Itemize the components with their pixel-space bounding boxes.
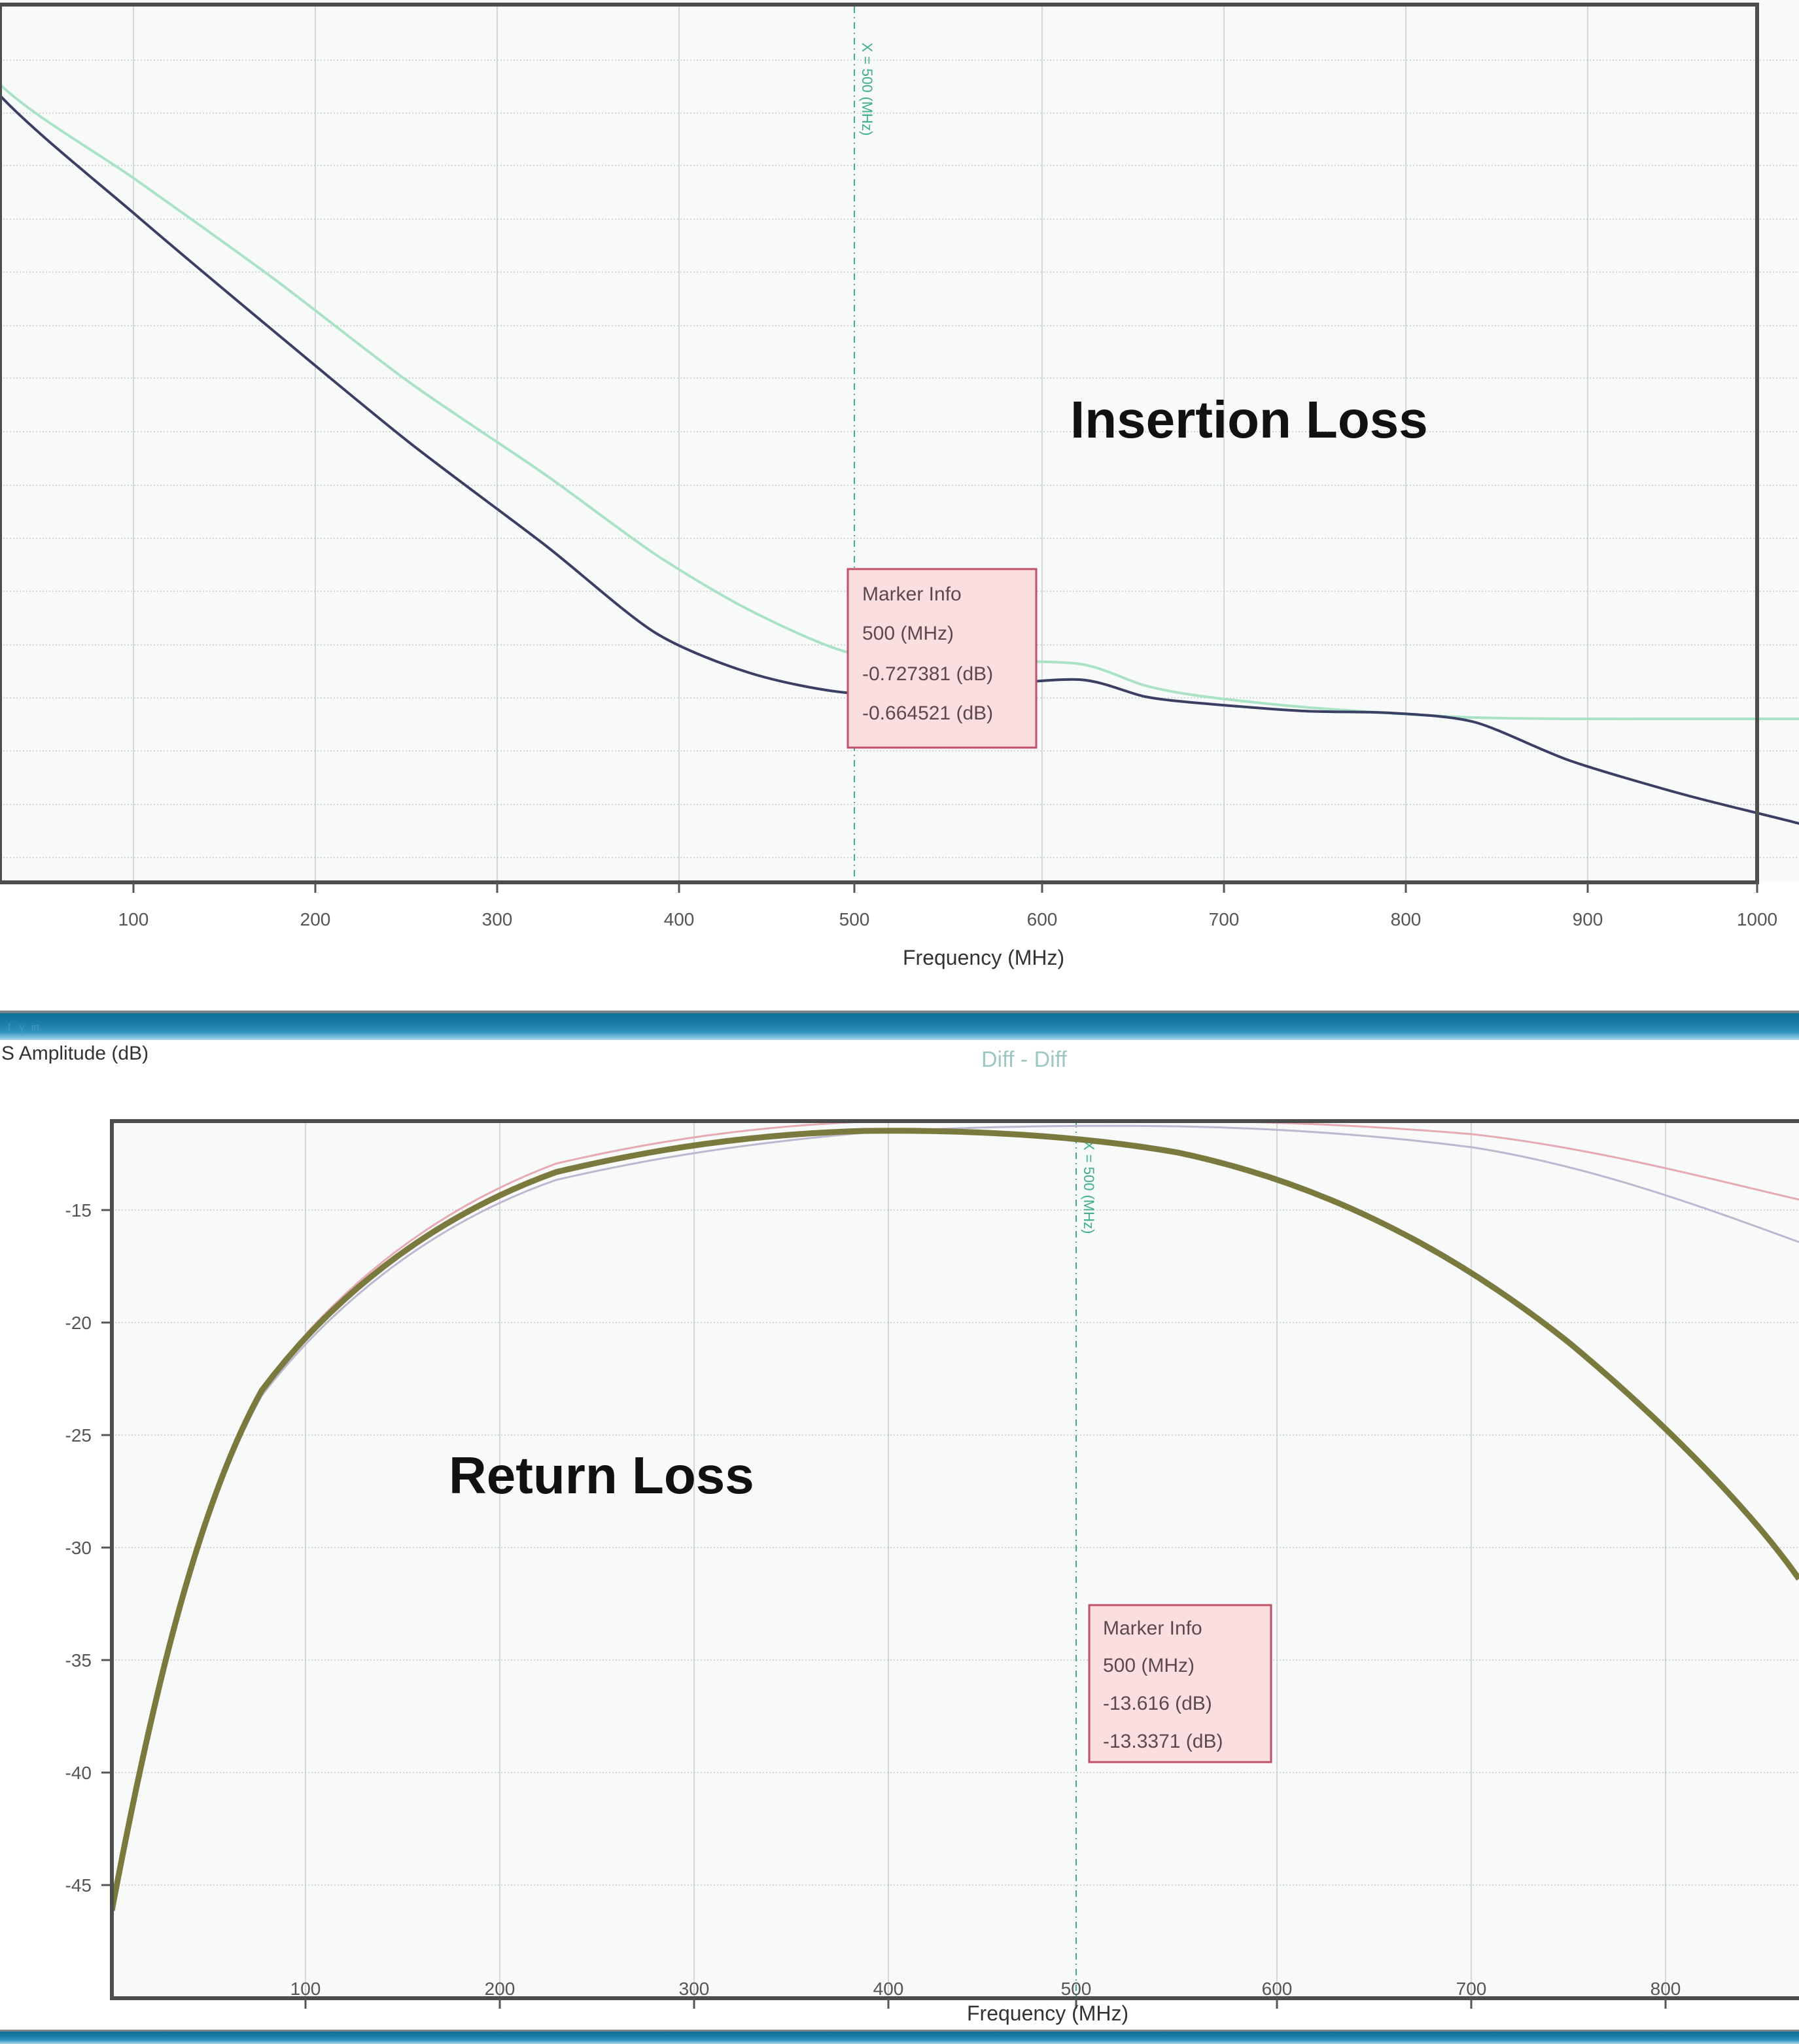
svg-text:500 (MHz): 500 (MHz) xyxy=(1103,1655,1195,1676)
svg-text:600: 600 xyxy=(1262,1979,1293,1999)
svg-text:-35: -35 xyxy=(65,1650,92,1671)
svg-text:-30: -30 xyxy=(65,1538,92,1558)
svg-text:Frequency (MHz): Frequency (MHz) xyxy=(967,2001,1128,2025)
svg-text:-45: -45 xyxy=(65,1875,92,1896)
svg-text:-40: -40 xyxy=(65,1763,92,1783)
svg-text:-0.727381 (dB): -0.727381 (dB) xyxy=(862,663,993,685)
svg-text:800: 800 xyxy=(1651,1979,1681,1999)
svg-text:500 (MHz): 500 (MHz) xyxy=(862,623,954,644)
svg-text:500: 500 xyxy=(1061,1979,1092,1999)
svg-text:400: 400 xyxy=(873,1979,904,1999)
svg-text:Frequency (MHz): Frequency (MHz) xyxy=(903,946,1064,969)
svg-text:300: 300 xyxy=(679,1979,710,1999)
svg-text:200: 200 xyxy=(300,909,331,929)
svg-text:800: 800 xyxy=(1391,909,1422,929)
svg-text:100: 100 xyxy=(118,909,149,929)
svg-text:in: in xyxy=(31,1022,39,1033)
svg-text:Marker Info: Marker Info xyxy=(862,583,962,605)
svg-text:S Amplitude (dB): S Amplitude (dB) xyxy=(1,1043,148,1064)
svg-text:-20: -20 xyxy=(65,1313,92,1333)
svg-text:700: 700 xyxy=(1456,1979,1487,1999)
svg-text:Marker Info: Marker Info xyxy=(1103,1618,1202,1639)
svg-text:-15: -15 xyxy=(65,1200,92,1221)
svg-text:300: 300 xyxy=(482,909,513,929)
svg-text:X = 500 (MHz): X = 500 (MHz) xyxy=(1081,1141,1097,1234)
svg-text:Diff - Diff: Diff - Diff xyxy=(981,1047,1068,1072)
svg-text:Insertion Loss: Insertion Loss xyxy=(1070,390,1428,449)
svg-text:600: 600 xyxy=(1027,909,1058,929)
svg-text:-25: -25 xyxy=(65,1425,92,1446)
svg-text:500: 500 xyxy=(839,909,870,929)
svg-text:-13.616 (dB): -13.616 (dB) xyxy=(1103,1693,1212,1714)
svg-text:Return Loss: Return Loss xyxy=(449,1446,754,1504)
svg-text:X = 500 (MHz): X = 500 (MHz) xyxy=(859,43,875,135)
svg-text:f: f xyxy=(8,1022,11,1033)
svg-text:y: y xyxy=(20,1022,25,1033)
svg-text:-13.3371 (dB): -13.3371 (dB) xyxy=(1103,1731,1223,1752)
svg-text:700: 700 xyxy=(1209,909,1240,929)
svg-text:400: 400 xyxy=(664,909,695,929)
svg-text:1000: 1000 xyxy=(1737,909,1777,929)
svg-text:200: 200 xyxy=(485,1979,515,1999)
svg-text:100: 100 xyxy=(290,1979,321,1999)
svg-text:900: 900 xyxy=(1573,909,1603,929)
svg-text:-0.664521 (dB): -0.664521 (dB) xyxy=(862,702,993,724)
